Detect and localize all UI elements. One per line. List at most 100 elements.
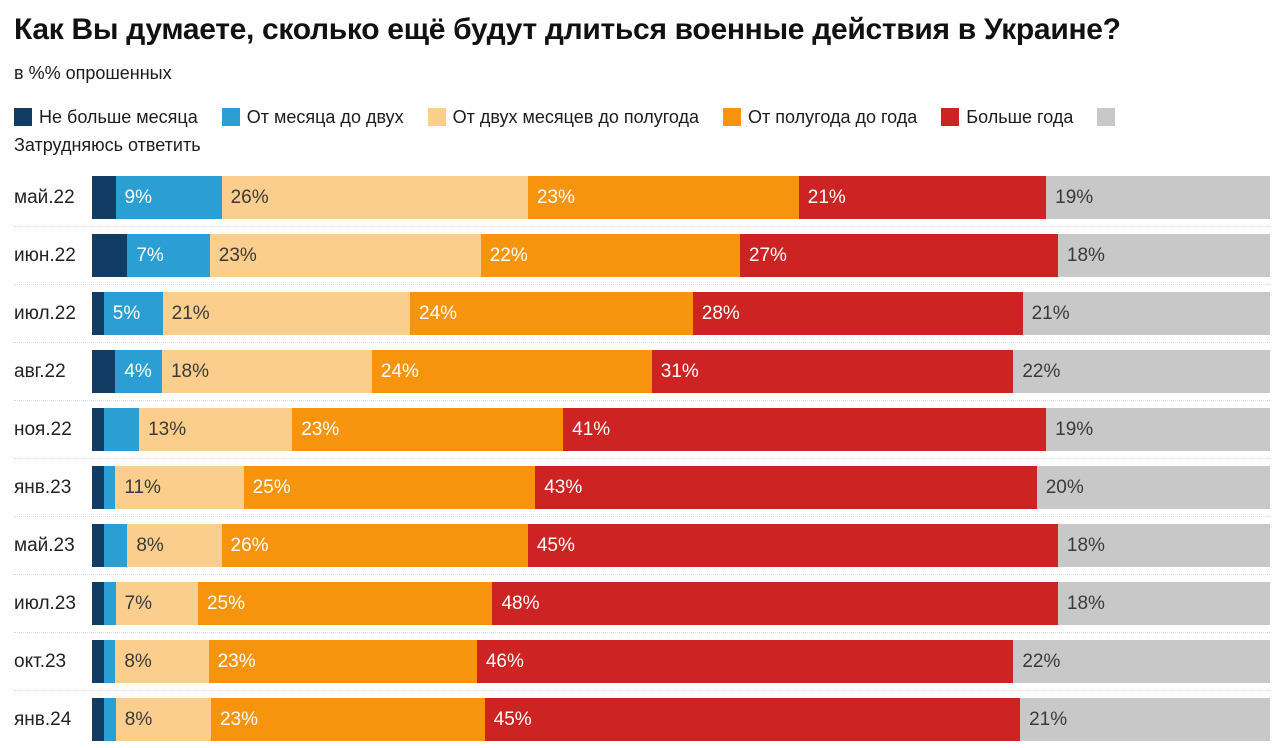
bar-segment: 5% xyxy=(103,292,163,335)
bar: 8% 23% 45% 21% xyxy=(92,698,1270,741)
legend-swatch-icon xyxy=(14,108,32,126)
segment-value-label: 31% xyxy=(660,360,699,382)
bar-segment: 26% xyxy=(221,524,528,567)
legend-label: Не больше месяца xyxy=(39,107,198,127)
segment-value-label: 23% xyxy=(218,244,257,266)
segment-value-label: 5% xyxy=(112,302,141,324)
segment-value-label: 18% xyxy=(1066,244,1105,266)
segment-value-label: 43% xyxy=(544,476,583,498)
segment-value-label: 8% xyxy=(136,534,164,556)
bar-segment xyxy=(92,524,104,567)
segment-value-label: 23% xyxy=(217,650,256,672)
segment-value-label: 26% xyxy=(230,534,269,556)
segment-value-label: 48% xyxy=(501,592,540,614)
bar-segment: 8% xyxy=(115,698,211,741)
bar-segment: 24% xyxy=(371,350,652,393)
chart-row: май.23 8% 26% 45% 18% xyxy=(14,517,1270,575)
segment-value-label: 23% xyxy=(301,418,340,440)
bar-segment: 11% xyxy=(115,466,244,509)
bar-segment: 22% xyxy=(480,234,740,277)
row-label: окт.23 xyxy=(14,650,67,672)
segment-value-label: 22% xyxy=(489,244,528,266)
chart-row: янв.23 11% 25% 43% 20% xyxy=(14,459,1270,517)
legend-item: От месяца до двух xyxy=(221,107,404,127)
segment-value-label: 26% xyxy=(230,186,269,208)
segment-value-label: 23% xyxy=(219,708,258,730)
bar-segment xyxy=(92,640,104,683)
legend-item: Больше года xyxy=(941,107,1073,127)
bar-segment xyxy=(103,466,116,509)
bar-segment: 8% xyxy=(127,524,222,567)
segment-value-label: 4% xyxy=(124,360,152,382)
segment-value-label: 41% xyxy=(572,418,611,440)
segment-value-label: 19% xyxy=(1055,186,1094,208)
segment-value-label: 7% xyxy=(124,592,152,614)
row-label: авг.22 xyxy=(14,360,66,382)
bar: 4% 18% 24% 31% 22% xyxy=(92,350,1270,393)
bar-segment: 22% xyxy=(1013,350,1270,393)
bar-segment xyxy=(103,524,128,567)
legend-label: От полугода до года xyxy=(748,107,918,127)
bar-segment: 9% xyxy=(115,176,222,219)
chart-row: авг.22 4% 18% 24% 31% 22% xyxy=(14,343,1270,401)
bar-segment xyxy=(103,582,116,625)
bar-segment: 23% xyxy=(208,640,477,683)
segment-value-label: 8% xyxy=(124,708,153,730)
legend-swatch-icon xyxy=(427,108,446,126)
legend-label: От месяца до двух xyxy=(246,107,404,127)
row-label: май.23 xyxy=(14,534,75,556)
stacked-bar-chart: май.22 9% 26% 23% 21% 19% июн.22 7% 23% 22% 27% 18%… xyxy=(14,169,1270,748)
bar-segment: 26% xyxy=(221,176,528,219)
segment-value-label: 23% xyxy=(536,186,575,208)
bar-segment: 13% xyxy=(139,408,293,451)
legend-swatch-icon xyxy=(1097,108,1116,126)
segment-value-label: 7% xyxy=(136,244,164,266)
bar-segment: 21% xyxy=(1022,292,1270,335)
bar-segment xyxy=(103,408,140,451)
legend-label: Больше года xyxy=(966,107,1074,127)
row-label: июл.22 xyxy=(14,302,76,324)
bar-segment: 46% xyxy=(476,640,1014,683)
segment-value-label: 9% xyxy=(124,186,153,208)
segment-value-label: 45% xyxy=(493,708,532,730)
bar-segment xyxy=(92,466,104,509)
bar-segment: 19% xyxy=(1046,176,1270,219)
bar-segment xyxy=(92,350,116,393)
segment-value-label: 45% xyxy=(536,534,575,556)
bar: 8% 23% 46% 22% xyxy=(92,640,1270,683)
chart-row: июн.22 7% 23% 22% 27% 18% xyxy=(14,227,1270,285)
bar: 7% 23% 22% 27% 18% xyxy=(92,234,1270,277)
bar: 11% 25% 43% 20% xyxy=(92,466,1270,509)
chart-row: июл.23 7% 25% 48% 18% xyxy=(14,575,1270,633)
bar-segment xyxy=(92,234,128,277)
row-label: май.22 xyxy=(14,186,75,208)
bar-segment: 8% xyxy=(115,640,209,683)
bar-segment: 4% xyxy=(115,350,162,393)
bar-segment: 31% xyxy=(651,350,1014,393)
bar-segment: 21% xyxy=(1020,698,1270,741)
segment-value-label: 21% xyxy=(1029,708,1068,730)
segment-value-label: 18% xyxy=(1066,592,1105,614)
segment-value-label: 13% xyxy=(148,418,187,440)
bar-segment: 25% xyxy=(197,582,493,625)
bar-segment: 7% xyxy=(127,234,210,277)
bar-segment: 25% xyxy=(243,466,536,509)
bar-segment: 21% xyxy=(798,176,1047,219)
bar: 8% 26% 45% 18% xyxy=(92,524,1270,567)
bar-segment: 19% xyxy=(1046,408,1270,451)
bar-segment: 23% xyxy=(210,698,485,741)
bar-segment: 45% xyxy=(484,698,1021,741)
bar: 7% 25% 48% 18% xyxy=(92,582,1270,625)
bar-segment: 22% xyxy=(1013,640,1270,683)
bar-segment xyxy=(103,640,116,683)
bar-segment: 23% xyxy=(209,234,481,277)
chart-row: янв.24 8% 23% 45% 21% xyxy=(14,691,1270,748)
segment-value-label: 27% xyxy=(748,244,787,266)
bar-segment xyxy=(92,698,104,741)
legend-swatch-icon xyxy=(221,108,240,126)
bar-segment: 18% xyxy=(1057,582,1270,625)
bar-segment: 20% xyxy=(1036,466,1270,509)
bar: 9% 26% 23% 21% 19% xyxy=(92,176,1270,219)
bar-segment xyxy=(92,176,116,219)
